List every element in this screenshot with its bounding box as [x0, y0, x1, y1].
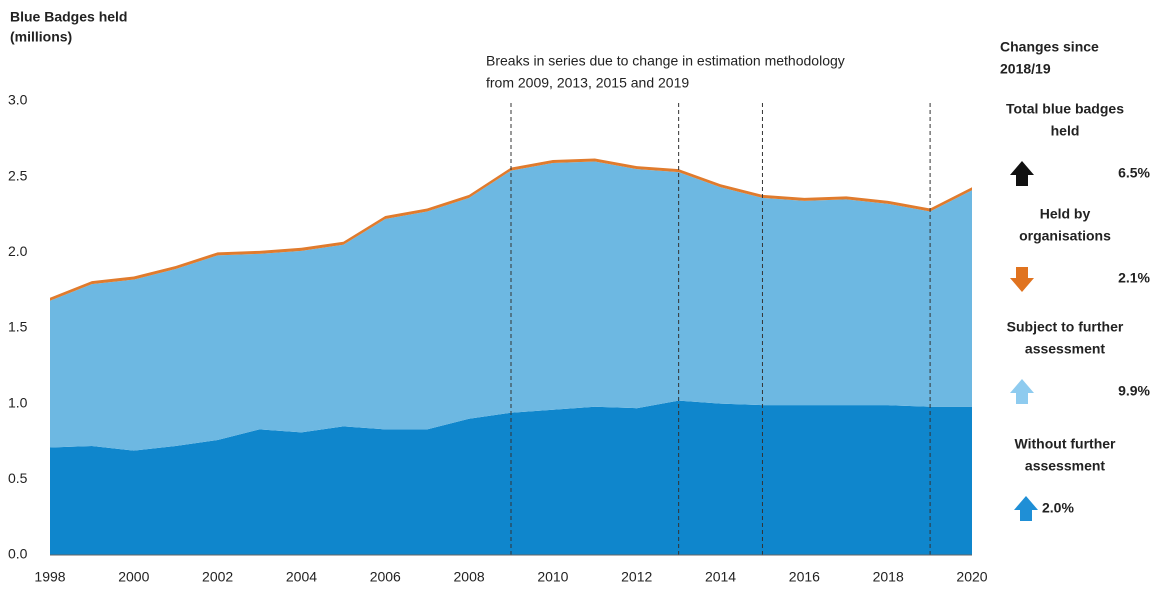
arrow	[1010, 161, 1034, 186]
x-tick-label: 2016	[789, 569, 820, 585]
y-tick-label: 3.0	[8, 92, 28, 108]
y-axis-title: Blue Badges held	[10, 9, 127, 25]
x-tick-label: 2012	[621, 569, 652, 585]
panel-label: held	[1051, 123, 1080, 139]
annotation: Breaks in series due to change in estima…	[486, 53, 845, 69]
panel-value: 2.1%	[1118, 270, 1150, 286]
x-tick-label: 2008	[454, 569, 485, 585]
y-tick-label: 1.0	[8, 394, 28, 410]
panel-label: Total blue badges	[1006, 101, 1124, 117]
panel-title: 2018/19	[1000, 61, 1051, 77]
x-tick-label: 2010	[537, 569, 568, 585]
panel-label: Subject to further	[1007, 319, 1124, 335]
arrow	[1010, 379, 1034, 404]
y-tick-label: 0.0	[8, 546, 28, 562]
panel-value: 6.5%	[1118, 165, 1150, 181]
x-tick-label: 1998	[34, 569, 65, 585]
x-tick-label: 2004	[286, 569, 317, 585]
panel-value: 2.0%	[1042, 500, 1074, 516]
x-tick-label: 2006	[370, 569, 401, 585]
x-tick-label: 2000	[118, 569, 149, 585]
panel-title: Changes since	[1000, 39, 1099, 55]
panel-label: assessment	[1025, 341, 1106, 357]
panel-label: Without further	[1015, 436, 1117, 452]
panel-label: organisations	[1019, 228, 1111, 244]
panel-label: Held by	[1040, 206, 1091, 222]
y-axis-title: (millions)	[10, 29, 72, 45]
arrow	[1010, 267, 1034, 292]
y-tick-label: 2.0	[8, 243, 28, 259]
y-tick-label: 1.5	[8, 319, 28, 335]
x-tick-label: 2020	[956, 569, 987, 585]
x-tick-label: 2018	[873, 569, 904, 585]
y-tick-label: 0.5	[8, 470, 28, 486]
x-tick-label: 2014	[705, 569, 736, 585]
x-tick-label: 2002	[202, 569, 233, 585]
panel-label: assessment	[1025, 458, 1106, 474]
panel-value: 9.9%	[1118, 383, 1150, 399]
y-tick-label: 2.5	[8, 167, 28, 183]
annotation: from 2009, 2013, 2015 and 2019	[486, 75, 689, 91]
arrow	[1014, 496, 1038, 521]
